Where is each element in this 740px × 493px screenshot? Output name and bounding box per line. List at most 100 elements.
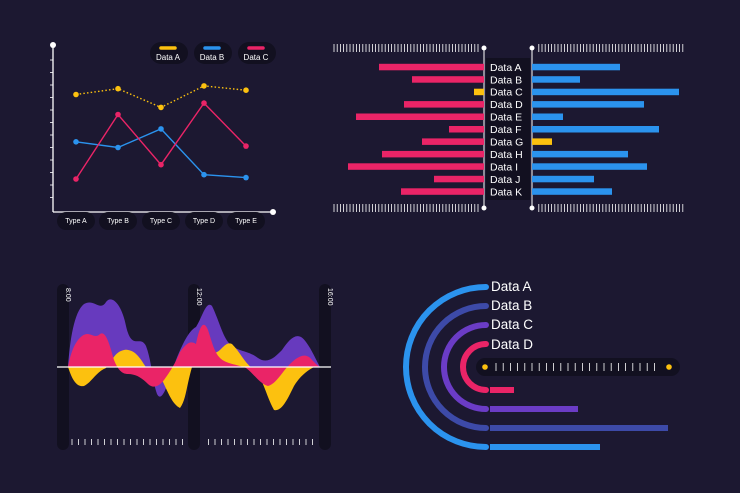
arc-data-c xyxy=(441,322,489,412)
legend-label: Data B xyxy=(200,53,224,62)
data-point xyxy=(158,104,164,111)
category-pill xyxy=(142,212,180,230)
data-point xyxy=(115,144,121,151)
divider-dot xyxy=(529,45,535,51)
wave-pink xyxy=(68,324,320,387)
right-bar-data-f xyxy=(532,126,659,133)
arc-value-bars xyxy=(490,387,668,450)
category-column xyxy=(486,58,530,200)
category-label-type-d: Type D xyxy=(193,218,215,225)
slider-handle-end[interactable] xyxy=(666,364,672,370)
data-point xyxy=(243,143,249,149)
time-label-16: 16:00 xyxy=(326,288,333,306)
arc-label-data-a: Data A xyxy=(491,279,532,294)
category-pill xyxy=(99,212,137,230)
bar-category-label: Data C xyxy=(490,87,523,99)
line-chart-legend: Data A Data B Data C xyxy=(150,42,276,64)
right-bar-data-i xyxy=(532,163,647,170)
legend-item-data-c[interactable]: Data C xyxy=(238,42,276,64)
tick-rulers xyxy=(333,44,684,212)
arc-bar-data-a xyxy=(490,444,600,450)
data-point xyxy=(201,171,207,178)
data-point xyxy=(73,176,79,182)
left-bar-data-h xyxy=(382,150,484,158)
arc-data-d xyxy=(460,341,489,393)
arc-slider[interactable] xyxy=(476,358,680,376)
data-point xyxy=(158,161,164,168)
category-label-type-e: Type E xyxy=(235,218,257,225)
slider-ticks xyxy=(495,363,655,371)
legend-item-data-b[interactable]: Data B xyxy=(194,42,232,64)
right-bar-data-a xyxy=(532,63,620,71)
legend-item-data-a[interactable]: Data A xyxy=(150,42,188,64)
arc-label-data-b: Data B xyxy=(491,298,532,313)
y-axis-end-dot xyxy=(50,42,56,48)
data-point xyxy=(115,111,121,118)
arc-data-b xyxy=(422,303,489,431)
right-bar-data-e xyxy=(532,113,563,120)
time-label-8: 8:00 xyxy=(64,288,71,302)
bar-category-label: Data F xyxy=(490,124,522,136)
left-bar-data-f xyxy=(449,126,484,133)
right-bar-data-d xyxy=(532,101,644,108)
legend-label: Data A xyxy=(156,53,181,62)
category-pill xyxy=(57,212,95,230)
wave-yellow xyxy=(68,343,314,411)
right-bar-data-h xyxy=(532,150,628,158)
radial-arc-panel: Data A Data B Data C Data D xyxy=(403,279,680,450)
bar-category-label: Data J xyxy=(490,174,520,186)
left-bar-data-b xyxy=(412,76,484,83)
right-bar-data-j xyxy=(532,175,594,183)
bar-category-label: Data E xyxy=(490,112,522,124)
bar-category-label: Data G xyxy=(490,137,523,149)
right-bar-data-c xyxy=(532,88,679,96)
line-series-group xyxy=(73,83,249,182)
category-label-type-b: Type B xyxy=(107,218,129,225)
data-point xyxy=(243,87,249,93)
data-point xyxy=(115,85,121,92)
data-point xyxy=(158,126,164,132)
bar-category-label: Data D xyxy=(490,99,523,111)
x-category-labels: Type A Type B Type C Type D Type E xyxy=(57,212,265,230)
category-label-type-c: Type C xyxy=(150,218,172,225)
right-bar-data-b xyxy=(532,76,580,83)
bar-category-label: Data K xyxy=(490,186,522,198)
slider-handle-start[interactable] xyxy=(482,364,488,370)
left-bar-data-i xyxy=(348,163,484,170)
wave-chart-panel: 8:00 12:00 16:00 xyxy=(57,284,333,450)
right-bar-data-k xyxy=(532,188,612,195)
category-pill xyxy=(185,212,223,230)
arc-bar-data-d xyxy=(490,387,514,393)
right-bar-data-g xyxy=(532,138,552,145)
arc-data-a xyxy=(403,284,489,450)
bar-category-label: Data H xyxy=(490,149,523,161)
radial-arcs xyxy=(403,284,489,450)
legend-label: Data C xyxy=(244,53,269,62)
divider-dot xyxy=(481,205,487,211)
category-pill xyxy=(227,212,265,230)
divider-dot xyxy=(529,205,535,211)
bar-category-label: Data A xyxy=(490,62,522,74)
divider-dot xyxy=(481,45,487,51)
left-bar-data-e xyxy=(356,113,484,120)
left-bar-data-g xyxy=(422,138,484,145)
category-label-type-a: Type A xyxy=(65,218,87,225)
slider-track xyxy=(476,358,680,376)
line-chart-panel: Data A Data B Data C Type A Type B Type … xyxy=(50,42,276,230)
left-bar-data-d xyxy=(404,101,484,108)
bar-category-label: Data B xyxy=(490,74,522,86)
data-point xyxy=(73,139,79,145)
arc-labels: Data A Data B Data C Data D xyxy=(491,279,533,352)
line-series-data-c xyxy=(75,102,247,180)
line-series-data-b xyxy=(75,128,247,179)
left-bar-data-k xyxy=(401,188,484,195)
left-bar-data-c xyxy=(474,88,484,96)
arc-bar-data-c xyxy=(490,406,578,412)
time-labels: 8:00 12:00 16:00 xyxy=(64,288,333,306)
left-bar-data-a xyxy=(379,63,484,71)
data-point xyxy=(73,91,79,98)
arc-label-data-c: Data C xyxy=(491,317,533,332)
